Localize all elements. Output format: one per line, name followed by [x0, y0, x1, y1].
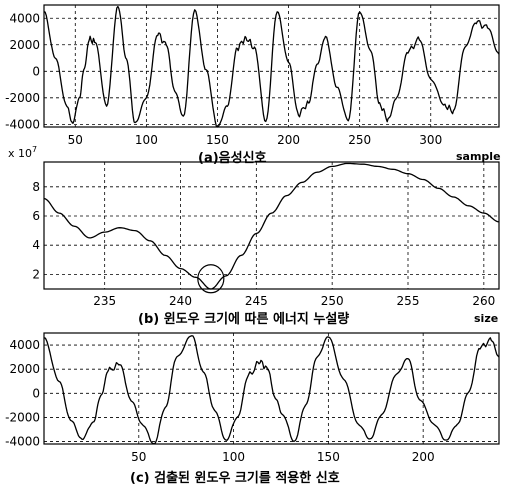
- panel-a-x-tick-label: 100: [135, 133, 158, 147]
- panel-b-y-tick-label: 6: [32, 209, 40, 223]
- panel-c-signal-line: [43, 335, 500, 445]
- panel-c-y-tick-label: 0: [32, 386, 40, 400]
- panel-b-x-tick-label: 255: [397, 294, 420, 308]
- panel-a-x-label: sample: [456, 150, 501, 163]
- panel-c-y-tick-label: -4000: [5, 435, 40, 449]
- panel-b-y-tick-label: 8: [32, 180, 40, 194]
- panel-a-frame: [43, 4, 500, 128]
- panel-c-x-tick-label: 100: [222, 450, 245, 464]
- panel-b: 8 6 4 2 235 240 245 250 255 260 x 107 size (b) 윈…: [8, 145, 500, 327]
- panel-c-grid: [44, 333, 499, 444]
- panel-b-caption: (b) 윈도우 크기에 따른 에너지 누설량: [138, 311, 349, 327]
- panel-c-y-tick-label: 2000: [9, 362, 40, 376]
- panel-b-x-tick-label: 260: [472, 294, 495, 308]
- panel-b-x-tick-label: 240: [169, 294, 192, 308]
- panel-a-x-tick-label: 150: [206, 133, 229, 147]
- panel-b-y-tick-label: 2: [32, 267, 40, 281]
- panel-b-exponent: x 107: [8, 145, 37, 160]
- panel-b-leakage-line: [43, 162, 500, 290]
- panel-b-x-tick-label: 235: [93, 294, 116, 308]
- panel-b-x-tick-label: 245: [245, 294, 268, 308]
- panel-b-frame: [43, 161, 500, 290]
- panel-a-y-tick-label: 0: [32, 64, 40, 78]
- panel-b-x-tick-label: 250: [321, 294, 344, 308]
- panel-c-x-tick-label: 150: [317, 450, 340, 464]
- panel-a-x-tick-label: 200: [277, 133, 300, 147]
- panel-c: 4000 2000 0 -2000 -4000 50 100 150 200 (c) 검출된 …: [5, 332, 500, 486]
- panel-a-y-tick-label: 2000: [9, 38, 40, 52]
- panel-a-y-tick-label: 4000: [9, 11, 40, 25]
- panel-b-exponent-base: x 10: [8, 147, 32, 160]
- panel-a-y-ticks: 4000 2000 0 -2000 -4000: [5, 11, 40, 131]
- panel-c-y-ticks: 4000 2000 0 -2000 -4000: [5, 338, 40, 449]
- panel-b-exponent-power: 7: [32, 145, 37, 154]
- panel-a-y-tick-label: -4000: [5, 117, 40, 131]
- panel-a-x-tick-label: 300: [419, 133, 442, 147]
- panel-a-x-ticks: 50 100 150 200 250 300: [68, 133, 443, 147]
- panel-a-x-tick-label: 250: [348, 133, 371, 147]
- panel-a: 4000 2000 0 -2000 -4000 50 100 150 200 250 300 sa…: [5, 4, 501, 166]
- panel-a-x-tick-label: 50: [68, 133, 83, 147]
- panel-b-y-ticks: 8 6 4 2: [32, 180, 40, 282]
- panel-a-y-tick-label: -2000: [5, 91, 40, 105]
- panel-c-frame: [43, 332, 500, 445]
- panel-c-x-ticks: 50 100 150 200: [131, 450, 434, 464]
- panel-b-y-tick-label: 4: [32, 238, 40, 252]
- panel-b-grid: [44, 162, 499, 289]
- panel-b-minimum-highlight: [197, 264, 225, 294]
- panel-c-caption: (c) 검출된 윈도우 크기를 적용한 신호: [130, 470, 340, 486]
- panel-c-y-tick-label: -2000: [5, 410, 40, 424]
- panel-c-x-tick-label: 50: [131, 450, 146, 464]
- panel-b-x-ticks: 235 240 245 250 255 260: [93, 294, 495, 308]
- panel-c-x-tick-label: 200: [412, 450, 435, 464]
- panel-a-grid: [44, 5, 499, 127]
- panel-c-y-tick-label: 4000: [9, 338, 40, 352]
- panel-b-x-label: size: [474, 312, 498, 325]
- panel-a-signal-line: [43, 5, 500, 128]
